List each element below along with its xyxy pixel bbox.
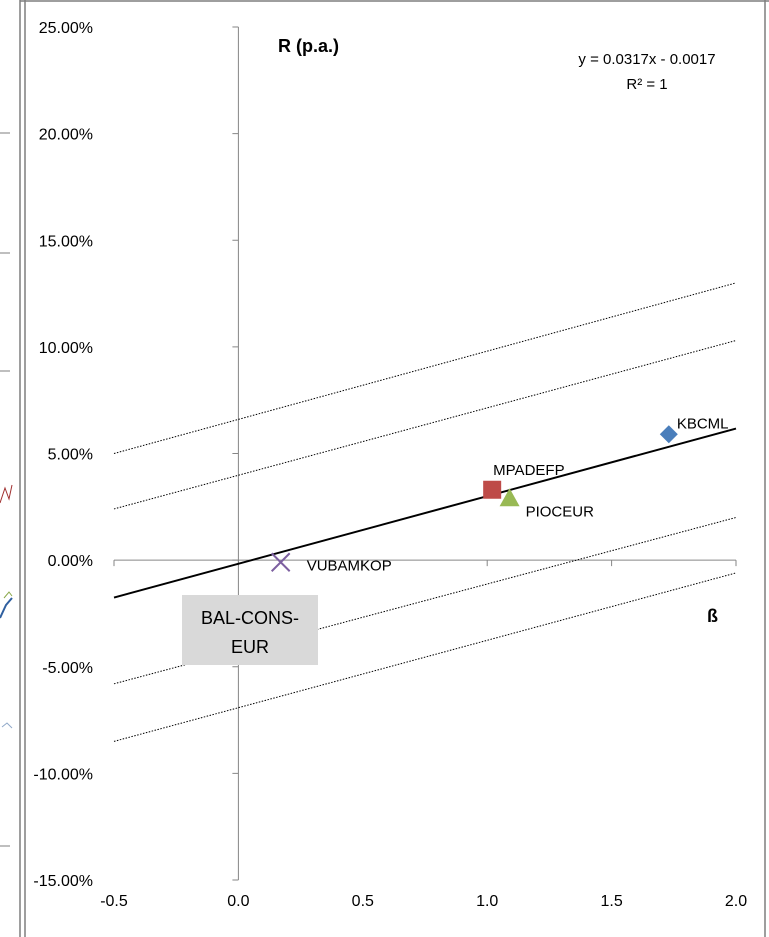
band-line [113,282,737,454]
band-line [113,572,737,742]
data-points: KBCML MPADEFP PIOCEUR VUBAMKOP [270,415,729,574]
y-tick-label: 25.00% [39,20,93,37]
x-tick-label: 2.0 [725,893,747,910]
y-tick-label: 15.00% [39,233,93,250]
y-tick-label: -15.00% [33,873,93,890]
vubamkop-label: VUBAMKOP [307,557,392,574]
y-tick-label: 20.00% [39,127,93,144]
band-line [113,516,737,685]
mpadefp-point [483,480,502,499]
adjacent-series-fragment [1,722,13,729]
axes: 25.00% 20.00% 15.00% 10.00% 5.00% 0.00% -5.00%… [33,20,747,910]
trend-equation: y = 0.0317x - 0.0017 [578,51,715,68]
pioceur-point [499,488,520,507]
trend-r-squared: R² = 1 [626,76,667,93]
y-tick-label: 0.00% [48,553,93,570]
y-axis-title: R (p.a.) [278,36,339,56]
axis-labels: R (p.a.) ß y = 0.0317x - 0.0017 R² = 1 [278,36,718,626]
x-tick-label: 0.5 [352,893,374,910]
annotation-line-2: EUR [231,637,269,657]
trendline-group [113,427,737,599]
band-line [113,339,737,510]
mpadefp-label: MPADEFP [493,462,564,479]
trendline [113,427,737,599]
x-tick-label: 1.0 [476,893,498,910]
adjacent-series-fragment [0,484,13,504]
x-tick-label: 1.5 [600,893,622,910]
adjacent-series-fragment [0,597,13,619]
y-tick-label: -10.00% [33,766,93,783]
bal-cons-eur-box [182,595,318,665]
band-lines [113,282,737,742]
annotation-line-1: BAL-CONS- [201,608,299,628]
adjacent-chart-fragments [0,132,13,847]
kbcml-label: KBCML [677,415,729,432]
vubamkop-point [270,552,291,572]
adjacent-series-fragment [3,591,13,599]
y-tick-label: 10.00% [39,340,93,357]
x-axis-title: ß [707,606,718,626]
y-tick-label: 5.00% [48,447,93,464]
annotation-group: BAL-CONS- EUR [182,595,318,665]
pioceur-label: PIOCEUR [526,503,595,520]
y-tick-label: -5.00% [42,660,93,677]
x-tick-label: 0.0 [227,893,249,910]
kbcml-point [659,425,678,444]
x-tick-label: -0.5 [100,893,128,910]
